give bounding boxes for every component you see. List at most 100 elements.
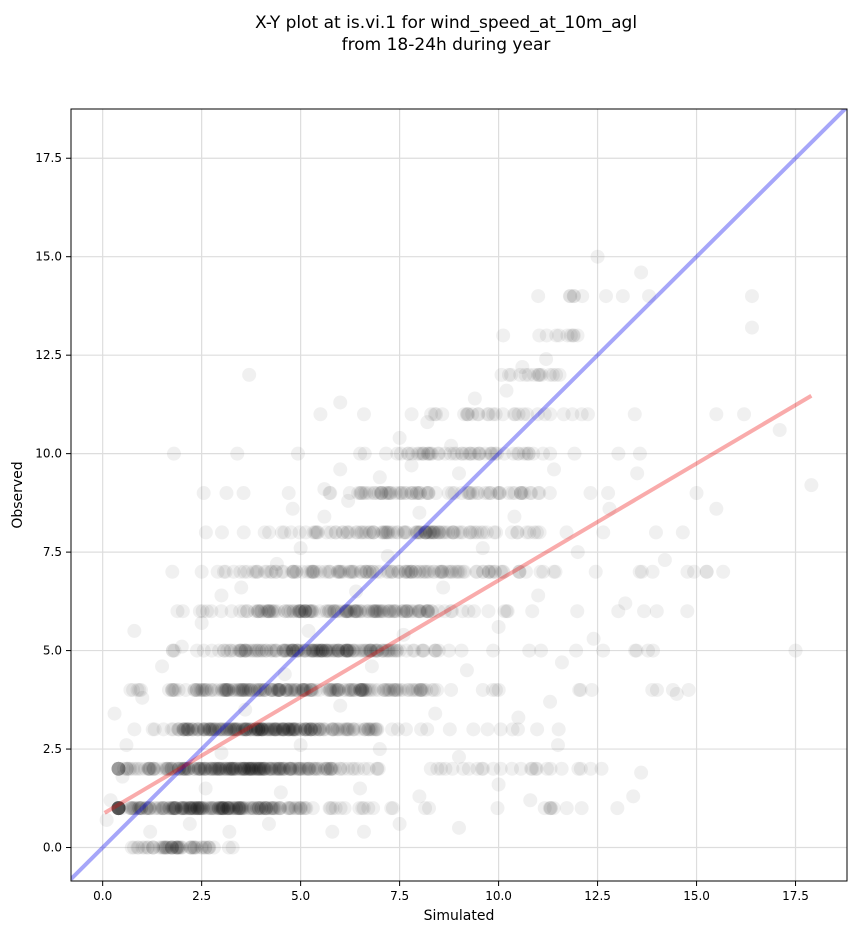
data-point bbox=[340, 643, 355, 658]
data-point bbox=[312, 682, 327, 697]
data-point bbox=[261, 604, 276, 619]
data-point bbox=[229, 801, 244, 816]
data-point bbox=[306, 564, 321, 579]
data-point bbox=[180, 722, 195, 737]
data-point bbox=[347, 564, 362, 579]
data-point bbox=[271, 682, 286, 697]
data-point bbox=[230, 801, 245, 816]
data-point bbox=[297, 604, 312, 619]
data-point bbox=[327, 682, 342, 697]
data-point bbox=[253, 761, 268, 776]
data-point bbox=[400, 682, 415, 697]
data-point bbox=[430, 761, 445, 776]
data-point bbox=[202, 722, 217, 737]
data-point bbox=[401, 446, 416, 461]
data-point bbox=[361, 722, 376, 737]
data-point bbox=[424, 604, 439, 619]
data-point bbox=[294, 722, 309, 737]
data-point bbox=[450, 564, 465, 579]
data-point bbox=[426, 525, 441, 540]
data-point bbox=[204, 801, 219, 816]
data-point bbox=[363, 525, 378, 540]
data-point bbox=[266, 643, 281, 658]
data-point bbox=[521, 446, 536, 461]
data-point bbox=[379, 525, 394, 540]
data-point bbox=[418, 564, 433, 579]
data-point bbox=[240, 722, 255, 737]
data-point bbox=[166, 446, 181, 461]
data-point bbox=[193, 761, 208, 776]
data-point bbox=[461, 604, 476, 619]
data-point bbox=[160, 761, 175, 776]
data-point bbox=[203, 682, 218, 697]
data-point bbox=[223, 801, 238, 816]
data-point bbox=[323, 643, 338, 658]
data-point bbox=[483, 486, 498, 501]
data-point bbox=[418, 801, 433, 816]
data-point bbox=[325, 643, 340, 658]
data-point bbox=[305, 722, 320, 737]
data-point bbox=[416, 446, 431, 461]
data-point bbox=[271, 682, 286, 697]
data-point bbox=[272, 801, 287, 816]
data-point bbox=[345, 564, 360, 579]
data-point bbox=[228, 761, 243, 776]
data-point bbox=[228, 761, 243, 776]
data-point bbox=[410, 525, 425, 540]
data-point bbox=[495, 407, 510, 422]
data-point bbox=[504, 367, 519, 382]
data-point bbox=[387, 604, 402, 619]
data-point bbox=[380, 549, 395, 564]
data-point bbox=[224, 682, 239, 697]
data-point bbox=[500, 604, 515, 619]
data-point bbox=[271, 682, 286, 697]
data-point bbox=[657, 552, 672, 567]
data-point bbox=[369, 643, 384, 658]
data-point bbox=[346, 722, 361, 737]
data-point bbox=[462, 446, 477, 461]
x-tick-label: 0.0 bbox=[93, 889, 112, 903]
data-point bbox=[183, 801, 198, 816]
data-point bbox=[510, 525, 525, 540]
data-point bbox=[282, 761, 297, 776]
data-point bbox=[208, 722, 223, 737]
data-point bbox=[551, 722, 566, 737]
data-point bbox=[254, 722, 269, 737]
data-point bbox=[237, 722, 252, 737]
data-point bbox=[383, 486, 398, 501]
data-point bbox=[309, 643, 324, 658]
data-point bbox=[257, 682, 272, 697]
data-point bbox=[431, 446, 446, 461]
data-point bbox=[411, 486, 426, 501]
data-point bbox=[277, 761, 292, 776]
data-point bbox=[464, 446, 479, 461]
data-point bbox=[331, 564, 346, 579]
data-point bbox=[305, 682, 320, 697]
data-point bbox=[211, 801, 226, 816]
data-point bbox=[174, 801, 189, 816]
data-point bbox=[185, 801, 200, 816]
data-point bbox=[383, 682, 398, 697]
data-point bbox=[277, 722, 292, 737]
data-point bbox=[486, 643, 501, 658]
data-point bbox=[473, 525, 488, 540]
data-point bbox=[197, 722, 212, 737]
data-point bbox=[744, 289, 759, 304]
data-point bbox=[289, 682, 304, 697]
data-point bbox=[404, 486, 419, 501]
data-point bbox=[330, 604, 345, 619]
data-point bbox=[583, 761, 598, 776]
data-point bbox=[300, 564, 315, 579]
data-point bbox=[133, 682, 148, 697]
data-point bbox=[569, 643, 584, 658]
data-point bbox=[214, 761, 229, 776]
data-point bbox=[164, 840, 179, 855]
data-point bbox=[302, 761, 317, 776]
data-point bbox=[269, 643, 284, 658]
data-point bbox=[269, 722, 284, 737]
data-point bbox=[295, 564, 310, 579]
data-point bbox=[281, 801, 296, 816]
data-point bbox=[386, 604, 401, 619]
data-point bbox=[217, 682, 232, 697]
data-point bbox=[497, 446, 512, 461]
